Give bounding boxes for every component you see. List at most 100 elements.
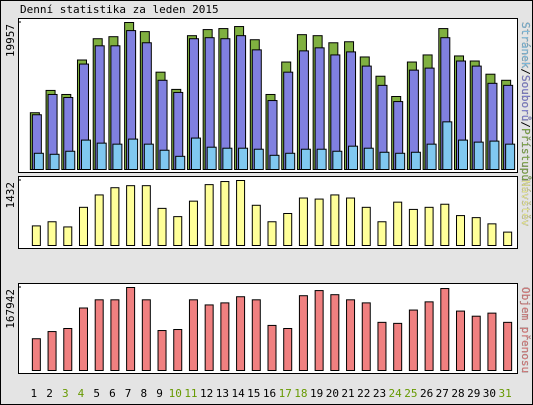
bar xyxy=(363,147,374,171)
bar xyxy=(47,331,57,371)
x-tick-label: 24 xyxy=(389,387,403,400)
bar xyxy=(458,139,469,171)
legend-entry: Souborů xyxy=(519,75,532,121)
bar xyxy=(33,152,44,170)
bar xyxy=(236,180,246,246)
bar xyxy=(188,200,198,247)
bar xyxy=(65,150,76,170)
bar xyxy=(471,315,481,372)
bar xyxy=(206,146,217,170)
bar xyxy=(348,145,359,171)
bar xyxy=(487,312,497,372)
bar xyxy=(377,221,387,246)
bar xyxy=(408,208,418,247)
bar xyxy=(316,148,327,170)
x-tick-label: 17 xyxy=(279,387,292,400)
bar xyxy=(80,139,91,171)
bar xyxy=(300,148,311,170)
bar xyxy=(298,197,308,246)
bar xyxy=(47,221,57,246)
bar xyxy=(251,204,261,247)
bar xyxy=(393,201,403,246)
bar xyxy=(204,184,214,246)
bar xyxy=(283,327,293,371)
x-tick-label: 22 xyxy=(357,387,370,400)
bar xyxy=(505,143,516,171)
legend-entry: Návštěv xyxy=(519,180,532,227)
legend: Objem přenosu xyxy=(519,287,532,373)
x-tick-label: 20 xyxy=(326,387,339,400)
bar xyxy=(456,310,466,371)
x-tick-label: 12 xyxy=(200,387,213,400)
bar xyxy=(126,287,136,371)
bar xyxy=(267,324,277,371)
y-tick-label: 1432 xyxy=(4,182,17,209)
bar xyxy=(269,154,280,170)
x-tick-label: 26 xyxy=(420,387,433,400)
bar xyxy=(489,140,500,170)
bar xyxy=(379,151,390,171)
bar xyxy=(143,143,154,171)
x-tick-label: 1 xyxy=(31,387,38,400)
bar xyxy=(426,143,437,171)
bar xyxy=(157,207,167,247)
x-tick-label: 23 xyxy=(373,387,386,400)
bar xyxy=(141,185,151,246)
bar xyxy=(78,307,88,371)
bar xyxy=(204,304,214,372)
x-tick-label: 31 xyxy=(499,387,512,400)
x-tick-label: 27 xyxy=(436,387,449,400)
bar xyxy=(175,155,186,171)
bar xyxy=(503,321,513,371)
bar xyxy=(393,322,403,372)
bar xyxy=(126,185,136,246)
bar xyxy=(410,151,421,171)
x-tick-label: 3 xyxy=(62,387,69,400)
bar xyxy=(157,330,167,372)
bar xyxy=(112,143,123,171)
bar xyxy=(49,153,60,171)
bar xyxy=(440,288,450,371)
x-tick-label: 9 xyxy=(156,387,163,400)
x-tick-label: 2 xyxy=(46,387,53,400)
bar xyxy=(63,327,73,371)
bar xyxy=(440,203,450,247)
bar xyxy=(159,149,170,171)
bar xyxy=(267,221,277,246)
bar xyxy=(456,215,466,247)
bar xyxy=(377,321,387,371)
bar xyxy=(236,296,246,371)
y-tick-label: 19957 xyxy=(4,24,17,57)
bar xyxy=(298,295,308,371)
bar xyxy=(283,212,293,246)
bar xyxy=(408,309,418,371)
legend-entry: Přístupů xyxy=(519,128,532,181)
bar xyxy=(361,206,371,246)
bar xyxy=(63,226,73,247)
bar xyxy=(442,121,453,170)
x-tick-label: 30 xyxy=(483,387,496,400)
bar xyxy=(285,152,296,170)
x-tick-label: 4 xyxy=(78,387,85,400)
x-tick-label: 21 xyxy=(341,387,354,400)
legend-separator: / xyxy=(519,68,532,75)
x-tick-label: 8 xyxy=(141,387,148,400)
bar xyxy=(128,138,139,170)
bar xyxy=(78,206,88,246)
bar xyxy=(424,301,434,372)
bar xyxy=(503,231,513,246)
bar xyxy=(94,299,104,371)
bar xyxy=(220,181,230,246)
bar xyxy=(110,187,120,246)
x-tick-label: 14 xyxy=(231,387,245,400)
bar xyxy=(94,194,104,246)
bar xyxy=(395,152,406,170)
bar xyxy=(110,299,120,371)
bar xyxy=(361,302,371,371)
bar xyxy=(332,150,343,170)
legend-entry: Stránek xyxy=(519,22,532,69)
legend-separator: / xyxy=(519,121,532,128)
bar xyxy=(346,299,356,371)
bar xyxy=(330,194,340,246)
